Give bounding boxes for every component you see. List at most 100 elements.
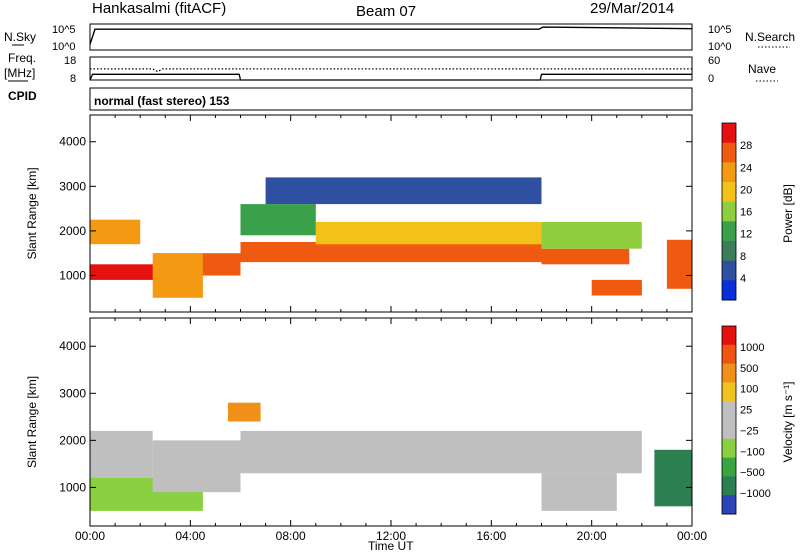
power-data-region xyxy=(152,253,203,298)
power-colorbar-tick-label: 20 xyxy=(740,184,752,196)
power-colorbar-swatch xyxy=(722,162,736,183)
power-y-tick-label: 4000 xyxy=(59,135,86,149)
velocity-y-tick-label: 4000 xyxy=(59,339,86,353)
freq-series-line xyxy=(89,73,692,81)
power-colorbar-swatch xyxy=(722,142,736,163)
velocity-data-region xyxy=(152,440,241,493)
power-y-tick-label: 3000 xyxy=(59,179,86,193)
power-colorbar-swatch xyxy=(722,182,736,203)
velocity-colorbar-swatch xyxy=(722,326,736,346)
power-data-region xyxy=(315,222,542,245)
velocity-data-region xyxy=(541,473,617,511)
nave-tick-top: 60 xyxy=(708,55,720,67)
power-data-region xyxy=(591,279,642,296)
power-y-axis-title: Slant Range [km] xyxy=(25,167,39,259)
x-tick-label: 00:00 xyxy=(677,529,707,543)
power-colorbar-swatch xyxy=(722,260,736,281)
x-tick-label: 08:00 xyxy=(276,529,306,543)
power-colorbar-tick-label: 8 xyxy=(740,251,746,263)
power-y-tick-label: 1000 xyxy=(59,268,86,282)
nsky-frame xyxy=(89,23,693,51)
nsearch-tick-bottom: 10^0 xyxy=(708,41,732,53)
velocity-colorbar-swatch xyxy=(722,457,736,477)
freq-label: Freq. xyxy=(8,51,36,65)
velocity-colorbar-tick-label: 500 xyxy=(740,363,758,375)
nave-tick-bottom: 0 xyxy=(708,73,714,85)
nsky-tick-bottom: 10^0 xyxy=(52,41,76,53)
power-colorbar-tick-label: 4 xyxy=(740,273,746,285)
velocity-colorbar-swatch xyxy=(722,363,736,383)
date-title: 29/Mar/2014 xyxy=(590,0,674,17)
nave-label: Nave xyxy=(748,62,776,76)
power-colorbar-tick-label: 28 xyxy=(740,140,752,152)
velocity-colorbar-swatch xyxy=(722,344,736,365)
freq-tick-top: 18 xyxy=(64,55,76,67)
time-axis-labels: 00:00 04:00 08:00 12:00 16:00 20:00 00:00 xyxy=(75,529,707,543)
power-colorbar-tick-label: 16 xyxy=(740,207,752,219)
power-panel: 1000 2000 3000 4000 Slant Range [km] 28 24 20 16… xyxy=(25,114,795,313)
nsky-panel xyxy=(89,23,693,51)
freq-unit: [MHz] xyxy=(4,66,35,80)
power-colorbar-tick-label: 12 xyxy=(740,229,752,241)
power-colorbar-frame xyxy=(721,122,737,301)
x-tick-label: 16:00 xyxy=(476,529,506,543)
velocity-data-region xyxy=(228,402,261,422)
x-tick-label: 04:00 xyxy=(175,529,205,543)
x-tick-label: 12:00 xyxy=(376,529,406,543)
x-tick-label: 00:00 xyxy=(75,529,105,543)
velocity-data-region xyxy=(240,430,642,474)
velocity-colorbar-tick-label: −1000 xyxy=(740,488,771,500)
nsearch-label: N.Search xyxy=(745,30,795,44)
power-data-region xyxy=(90,219,141,245)
power-colorbar-swatch xyxy=(722,201,736,222)
power-data-region xyxy=(541,248,630,265)
velocity-panel: 1000 2000 3000 4000 Slant Range [km] 1000 500 1… xyxy=(25,317,795,527)
velocity-data-region xyxy=(654,449,692,507)
velocity-colorbar-tick-label: −25 xyxy=(740,425,759,437)
power-colorbar-swatch xyxy=(722,280,736,301)
cpid-text: normal (fast stereo) 153 xyxy=(94,94,230,108)
x-axis-title: Time UT xyxy=(368,539,414,553)
station-title: Hankasalmi (fitACF) xyxy=(92,0,226,17)
power-data-region xyxy=(666,239,692,289)
power-y-tick-label: 2000 xyxy=(59,224,86,238)
velocity-colorbar-swatch xyxy=(722,495,736,515)
power-colorbar-title: Power [dB] xyxy=(781,184,795,243)
velocity-colorbar-swatch xyxy=(722,382,736,402)
velocity-colorbar-swatch xyxy=(722,438,736,459)
nsky-tick-top: 10^5 xyxy=(52,24,76,36)
nsearch-tick-top: 10^5 xyxy=(708,24,732,36)
nsky-series-line xyxy=(89,26,693,45)
velocity-colorbar-tick-label: 100 xyxy=(740,384,758,396)
velocity-colorbar-frame xyxy=(721,325,737,515)
x-tick-label: 20:00 xyxy=(577,529,607,543)
velocity-y-tick-label: 2000 xyxy=(59,433,86,447)
velocity-colorbar-tick-label: 25 xyxy=(740,405,752,417)
velocity-y-tick-label: 1000 xyxy=(59,480,86,494)
power-data-region xyxy=(90,264,156,280)
cpid-frame xyxy=(89,87,693,111)
power-colorbar-swatch xyxy=(722,221,736,242)
nave-series-line xyxy=(90,68,692,73)
power-data-region xyxy=(265,177,542,205)
velocity-colorbar-tick-label: 1000 xyxy=(740,342,764,354)
freq-tick-bottom: 8 xyxy=(70,73,76,85)
velocity-y-axis-title: Slant Range [km] xyxy=(25,376,39,468)
cpid-label: CPID xyxy=(8,89,37,103)
power-data-region xyxy=(541,222,642,249)
velocity-colorbar-swatch xyxy=(722,420,736,440)
power-colorbar-tick-label: 24 xyxy=(740,162,752,174)
velocity-colorbar-tick-label: −500 xyxy=(740,467,765,479)
velocity-data-region xyxy=(90,430,153,478)
velocity-y-tick-label: 3000 xyxy=(59,386,86,400)
power-colorbar-swatch xyxy=(722,241,736,262)
freq-nave-panel xyxy=(89,56,693,81)
power-data-region xyxy=(240,242,542,263)
velocity-colorbar-title: Velocity [m s⁻¹] xyxy=(781,381,795,462)
beam-title: Beam 07 xyxy=(356,3,416,20)
velocity-colorbar-tick-label: −100 xyxy=(740,446,765,458)
velocity-colorbar-swatch xyxy=(722,401,736,421)
nsky-label: N.Sky xyxy=(4,30,36,44)
power-data-region xyxy=(240,204,316,236)
